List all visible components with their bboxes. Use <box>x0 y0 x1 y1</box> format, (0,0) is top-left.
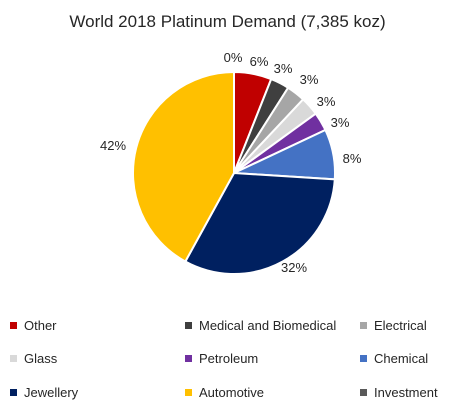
data-label-medical-and-biomedical: 3% <box>274 61 293 76</box>
data-label-investment: 0% <box>224 50 243 65</box>
data-label-glass: 3% <box>317 94 336 109</box>
data-label-other: 6% <box>250 54 269 69</box>
data-label-electrical: 3% <box>300 72 319 87</box>
data-label-automotive: 42% <box>100 138 126 153</box>
data-label-chemical: 8% <box>343 151 362 166</box>
chart-title: World 2018 Platinum Demand (7,385 koz) <box>69 12 386 31</box>
pie-slice-automotive <box>131 70 235 263</box>
data-label-jewellery: 32% <box>281 260 307 275</box>
data-label-petroleum: 3% <box>331 115 350 130</box>
pie-slice-jewellery <box>183 171 336 275</box>
